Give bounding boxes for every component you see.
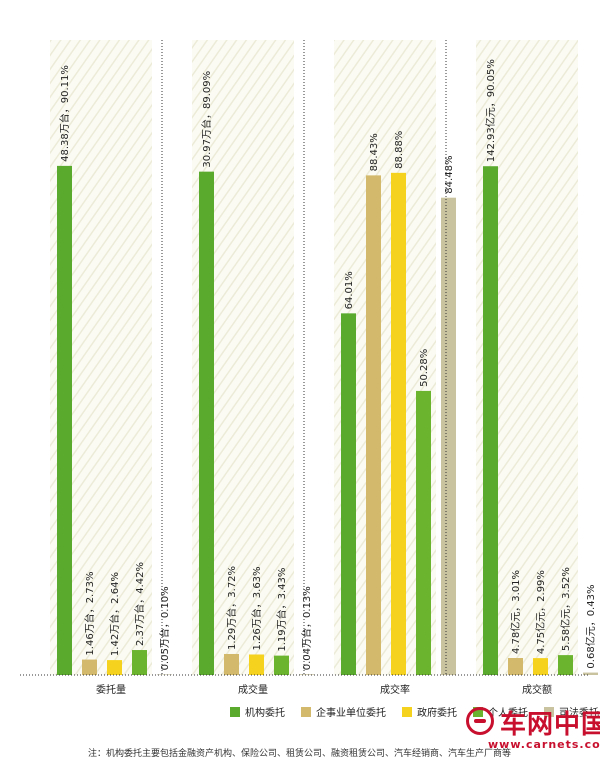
bar xyxy=(274,655,289,675)
watermark-brand: 车网中国 xyxy=(500,710,600,740)
legend-item: 企事业单位委托 xyxy=(301,704,386,719)
footnote: 注：机构委托主要包括金融资产机构、保险公司、租赁公司、融资租赁公司、汽车经销商、… xyxy=(88,749,512,759)
category-label: 成交额 xyxy=(522,683,552,696)
data-label: 88.43% xyxy=(369,133,380,171)
legend-item: 政府委托 xyxy=(402,704,457,719)
bar xyxy=(199,171,214,676)
legend-swatch xyxy=(402,706,412,717)
bar xyxy=(107,660,122,675)
data-label: 4.75亿元，2.99% xyxy=(534,570,547,654)
data-label: 84.48% xyxy=(444,156,455,194)
legend-swatch xyxy=(230,706,240,717)
bar xyxy=(483,166,498,675)
watermark-url: www.carnets.com xyxy=(488,738,600,751)
category-label: 成交量 xyxy=(238,683,268,696)
data-label: 1.42万台，2.64% xyxy=(108,572,121,656)
bar xyxy=(82,659,97,675)
legend-swatch xyxy=(544,706,554,717)
category-label: 委托量 xyxy=(96,683,126,696)
legend-label: 企事业单位委托 xyxy=(316,708,386,719)
data-label: 0.05万台，0.10% xyxy=(158,586,171,670)
bar xyxy=(224,653,239,675)
data-label: 88.88% xyxy=(394,131,405,169)
bar xyxy=(508,657,523,675)
data-label: 4.78亿元，3.01% xyxy=(509,570,522,654)
bar xyxy=(583,672,598,675)
data-label: 50.28% xyxy=(419,349,430,387)
legend-label: 机构委托 xyxy=(245,708,285,719)
data-label: 1.19万台，3.43% xyxy=(275,568,288,652)
bar xyxy=(132,650,147,675)
legend-swatch xyxy=(301,706,311,717)
bar xyxy=(533,658,548,675)
data-label: 142.93亿元，90.05% xyxy=(484,59,497,162)
legend-item: 司法委托 xyxy=(544,704,599,719)
data-label: 5.58亿元，3.52% xyxy=(559,567,572,651)
data-label: 30.97万台，89.09% xyxy=(200,71,213,168)
data-label: 64.01% xyxy=(344,271,355,309)
bar xyxy=(391,172,406,675)
data-label: 0.68亿元，0.43% xyxy=(584,585,597,669)
bar xyxy=(341,313,356,675)
legend-label: 个人委托 xyxy=(488,708,528,719)
legend-label: 司法委托 xyxy=(559,708,599,719)
data-label: 1.26万台，3.63% xyxy=(250,566,263,650)
bar xyxy=(299,674,314,675)
data-label: 0.04万台，0.13% xyxy=(300,586,313,670)
bar xyxy=(558,655,573,675)
bar xyxy=(441,197,456,676)
data-label: 2.37万台，4.42% xyxy=(133,562,146,646)
bar xyxy=(416,390,431,675)
legend-label: 政府委托 xyxy=(417,708,457,719)
bar xyxy=(249,654,264,675)
bar xyxy=(366,175,381,676)
category-label: 成交率 xyxy=(380,683,410,696)
data-label: 1.46万台，2.73% xyxy=(83,572,96,656)
bar xyxy=(57,165,72,676)
legend: 机构委托 企事业单位委托 政府委托 个人委托 司法委托 xyxy=(230,704,599,719)
legend-item: 机构委托 xyxy=(230,704,285,719)
data-label: 1.29万台，3.72% xyxy=(225,566,238,650)
car-logo-icon xyxy=(466,707,494,735)
data-label: 48.38万台，90.11% xyxy=(58,65,71,162)
